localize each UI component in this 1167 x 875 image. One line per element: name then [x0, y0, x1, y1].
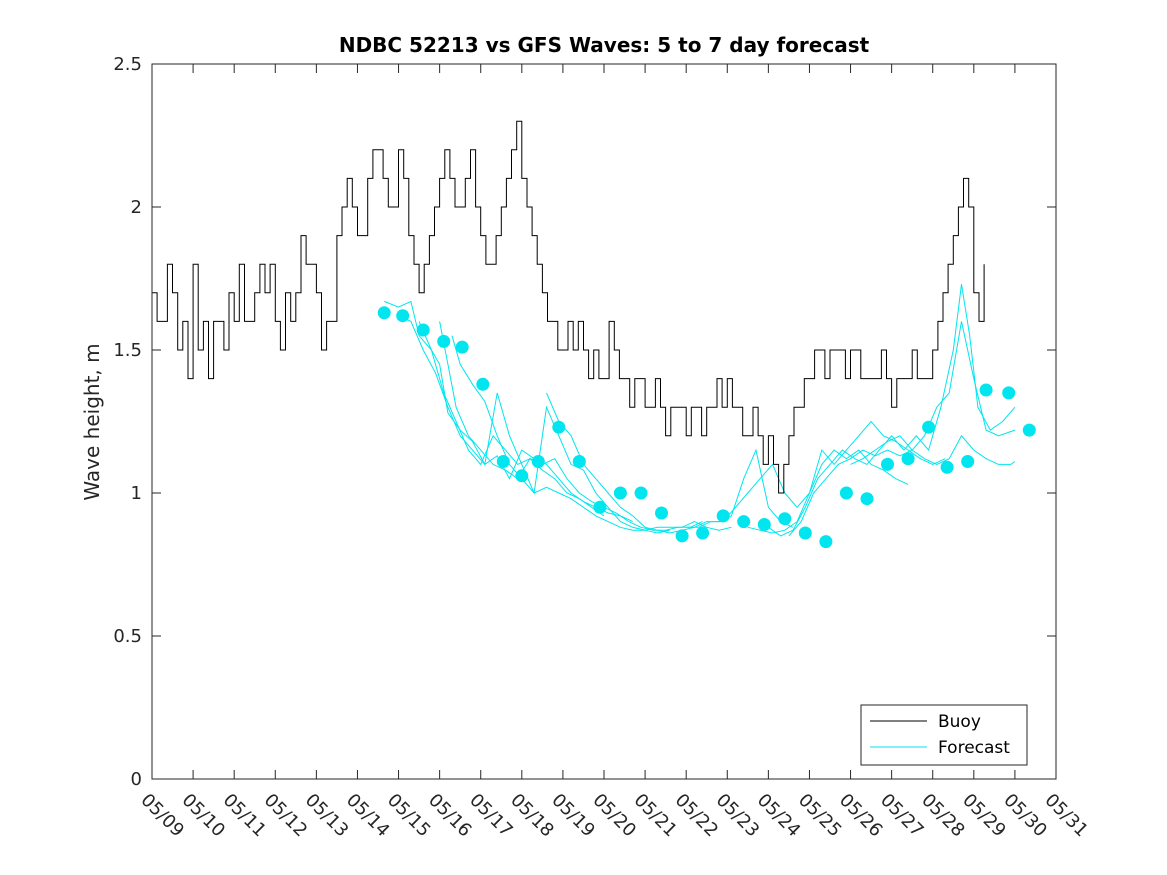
forecast-marker [531, 455, 545, 468]
y-tick-label: 0 [131, 769, 142, 790]
forecast-marker [634, 486, 648, 500]
y-tick-label: 1.5 [113, 340, 142, 361]
forecast-marker [655, 506, 668, 520]
forecast-marker [901, 452, 915, 466]
forecast-marker [496, 455, 510, 468]
legend-box [860, 704, 1028, 766]
forecast-line [384, 300, 605, 517]
forecast-marker-group [377, 306, 1036, 549]
forecast-line [768, 284, 1016, 537]
y-axis-tick-labels: 0 0.5 1 1.5 2 2.5 [113, 54, 142, 790]
forecast-line [788, 321, 1016, 537]
forecast-marker [922, 420, 936, 434]
forecast-marker [377, 306, 391, 320]
buoy-series-group [152, 120, 985, 494]
forecast-marker [798, 526, 812, 540]
forecast-line [747, 420, 946, 534]
forecast-marker [437, 334, 451, 348]
y-axis-label: Wave height, m [80, 343, 104, 500]
forecast-marker [613, 486, 627, 500]
buoy-line [152, 120, 985, 494]
forecast-marker [572, 455, 586, 468]
chart-title: NDBC 52213 vs GFS Waves: 5 to 7 day fore… [339, 33, 870, 57]
y-tick-label: 2 [131, 197, 142, 218]
forecast-marker [819, 535, 833, 549]
legend-label-buoy: Buoy [938, 712, 981, 732]
forecast-line [546, 392, 794, 534]
forecast-marker [1002, 386, 1016, 400]
forecast-marker [881, 457, 894, 471]
forecast-marker [940, 460, 954, 474]
y-tick-label: 2.5 [113, 54, 142, 75]
forecast-marker [696, 526, 710, 540]
forecast-marker [1022, 423, 1036, 437]
forecast-marker [979, 383, 993, 397]
forecast-marker [839, 486, 853, 500]
forecast-marker [396, 309, 410, 323]
y-tick-label: 1 [131, 483, 142, 504]
legend: Buoy Forecast [860, 704, 1028, 766]
forecast-marker [961, 455, 975, 468]
forecast-line [418, 321, 670, 534]
forecast-marker [778, 512, 792, 526]
axis-ticks-group [151, 63, 1057, 780]
legend-label-forecast: Forecast [938, 738, 1010, 758]
forecast-marker [515, 469, 529, 483]
forecast-marker [455, 340, 469, 354]
forecast-marker [675, 529, 689, 543]
forecast-marker [416, 323, 430, 337]
forecast-marker [737, 515, 751, 529]
forecast-marker [757, 518, 771, 531]
forecast-marker [552, 420, 566, 434]
y-tick-label: 0.5 [113, 626, 142, 647]
forecast-line [850, 434, 1016, 465]
forecast-marker [860, 492, 874, 506]
forecast-series-group [384, 284, 1016, 537]
forecast-marker [716, 509, 730, 523]
forecast-marker [476, 377, 490, 391]
forecast-marker [593, 500, 607, 514]
forecast-line [451, 335, 732, 531]
